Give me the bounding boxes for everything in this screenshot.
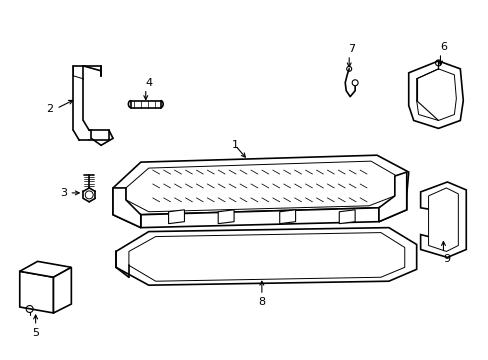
Text: 3: 3: [60, 188, 67, 198]
Text: 8: 8: [258, 297, 265, 307]
Polygon shape: [427, 188, 457, 251]
Polygon shape: [20, 271, 53, 313]
Polygon shape: [141, 208, 378, 228]
Polygon shape: [408, 61, 462, 129]
Polygon shape: [126, 161, 396, 212]
Polygon shape: [113, 200, 141, 228]
Polygon shape: [416, 69, 455, 121]
Polygon shape: [53, 267, 71, 313]
Polygon shape: [168, 210, 184, 224]
Polygon shape: [20, 261, 71, 277]
Polygon shape: [378, 172, 406, 222]
Polygon shape: [420, 182, 466, 257]
Circle shape: [351, 80, 357, 86]
Text: 5: 5: [32, 328, 39, 338]
Polygon shape: [218, 210, 234, 224]
Text: 4: 4: [145, 78, 152, 88]
Polygon shape: [378, 195, 406, 222]
Text: 6: 6: [439, 42, 446, 52]
Text: 1: 1: [231, 140, 238, 150]
Polygon shape: [339, 210, 354, 224]
Polygon shape: [279, 210, 295, 224]
Polygon shape: [116, 228, 416, 285]
Text: 2: 2: [46, 104, 53, 113]
Text: 7: 7: [347, 44, 354, 54]
Text: 9: 9: [442, 255, 449, 264]
Polygon shape: [113, 155, 408, 215]
Polygon shape: [113, 188, 141, 228]
Polygon shape: [129, 233, 404, 281]
